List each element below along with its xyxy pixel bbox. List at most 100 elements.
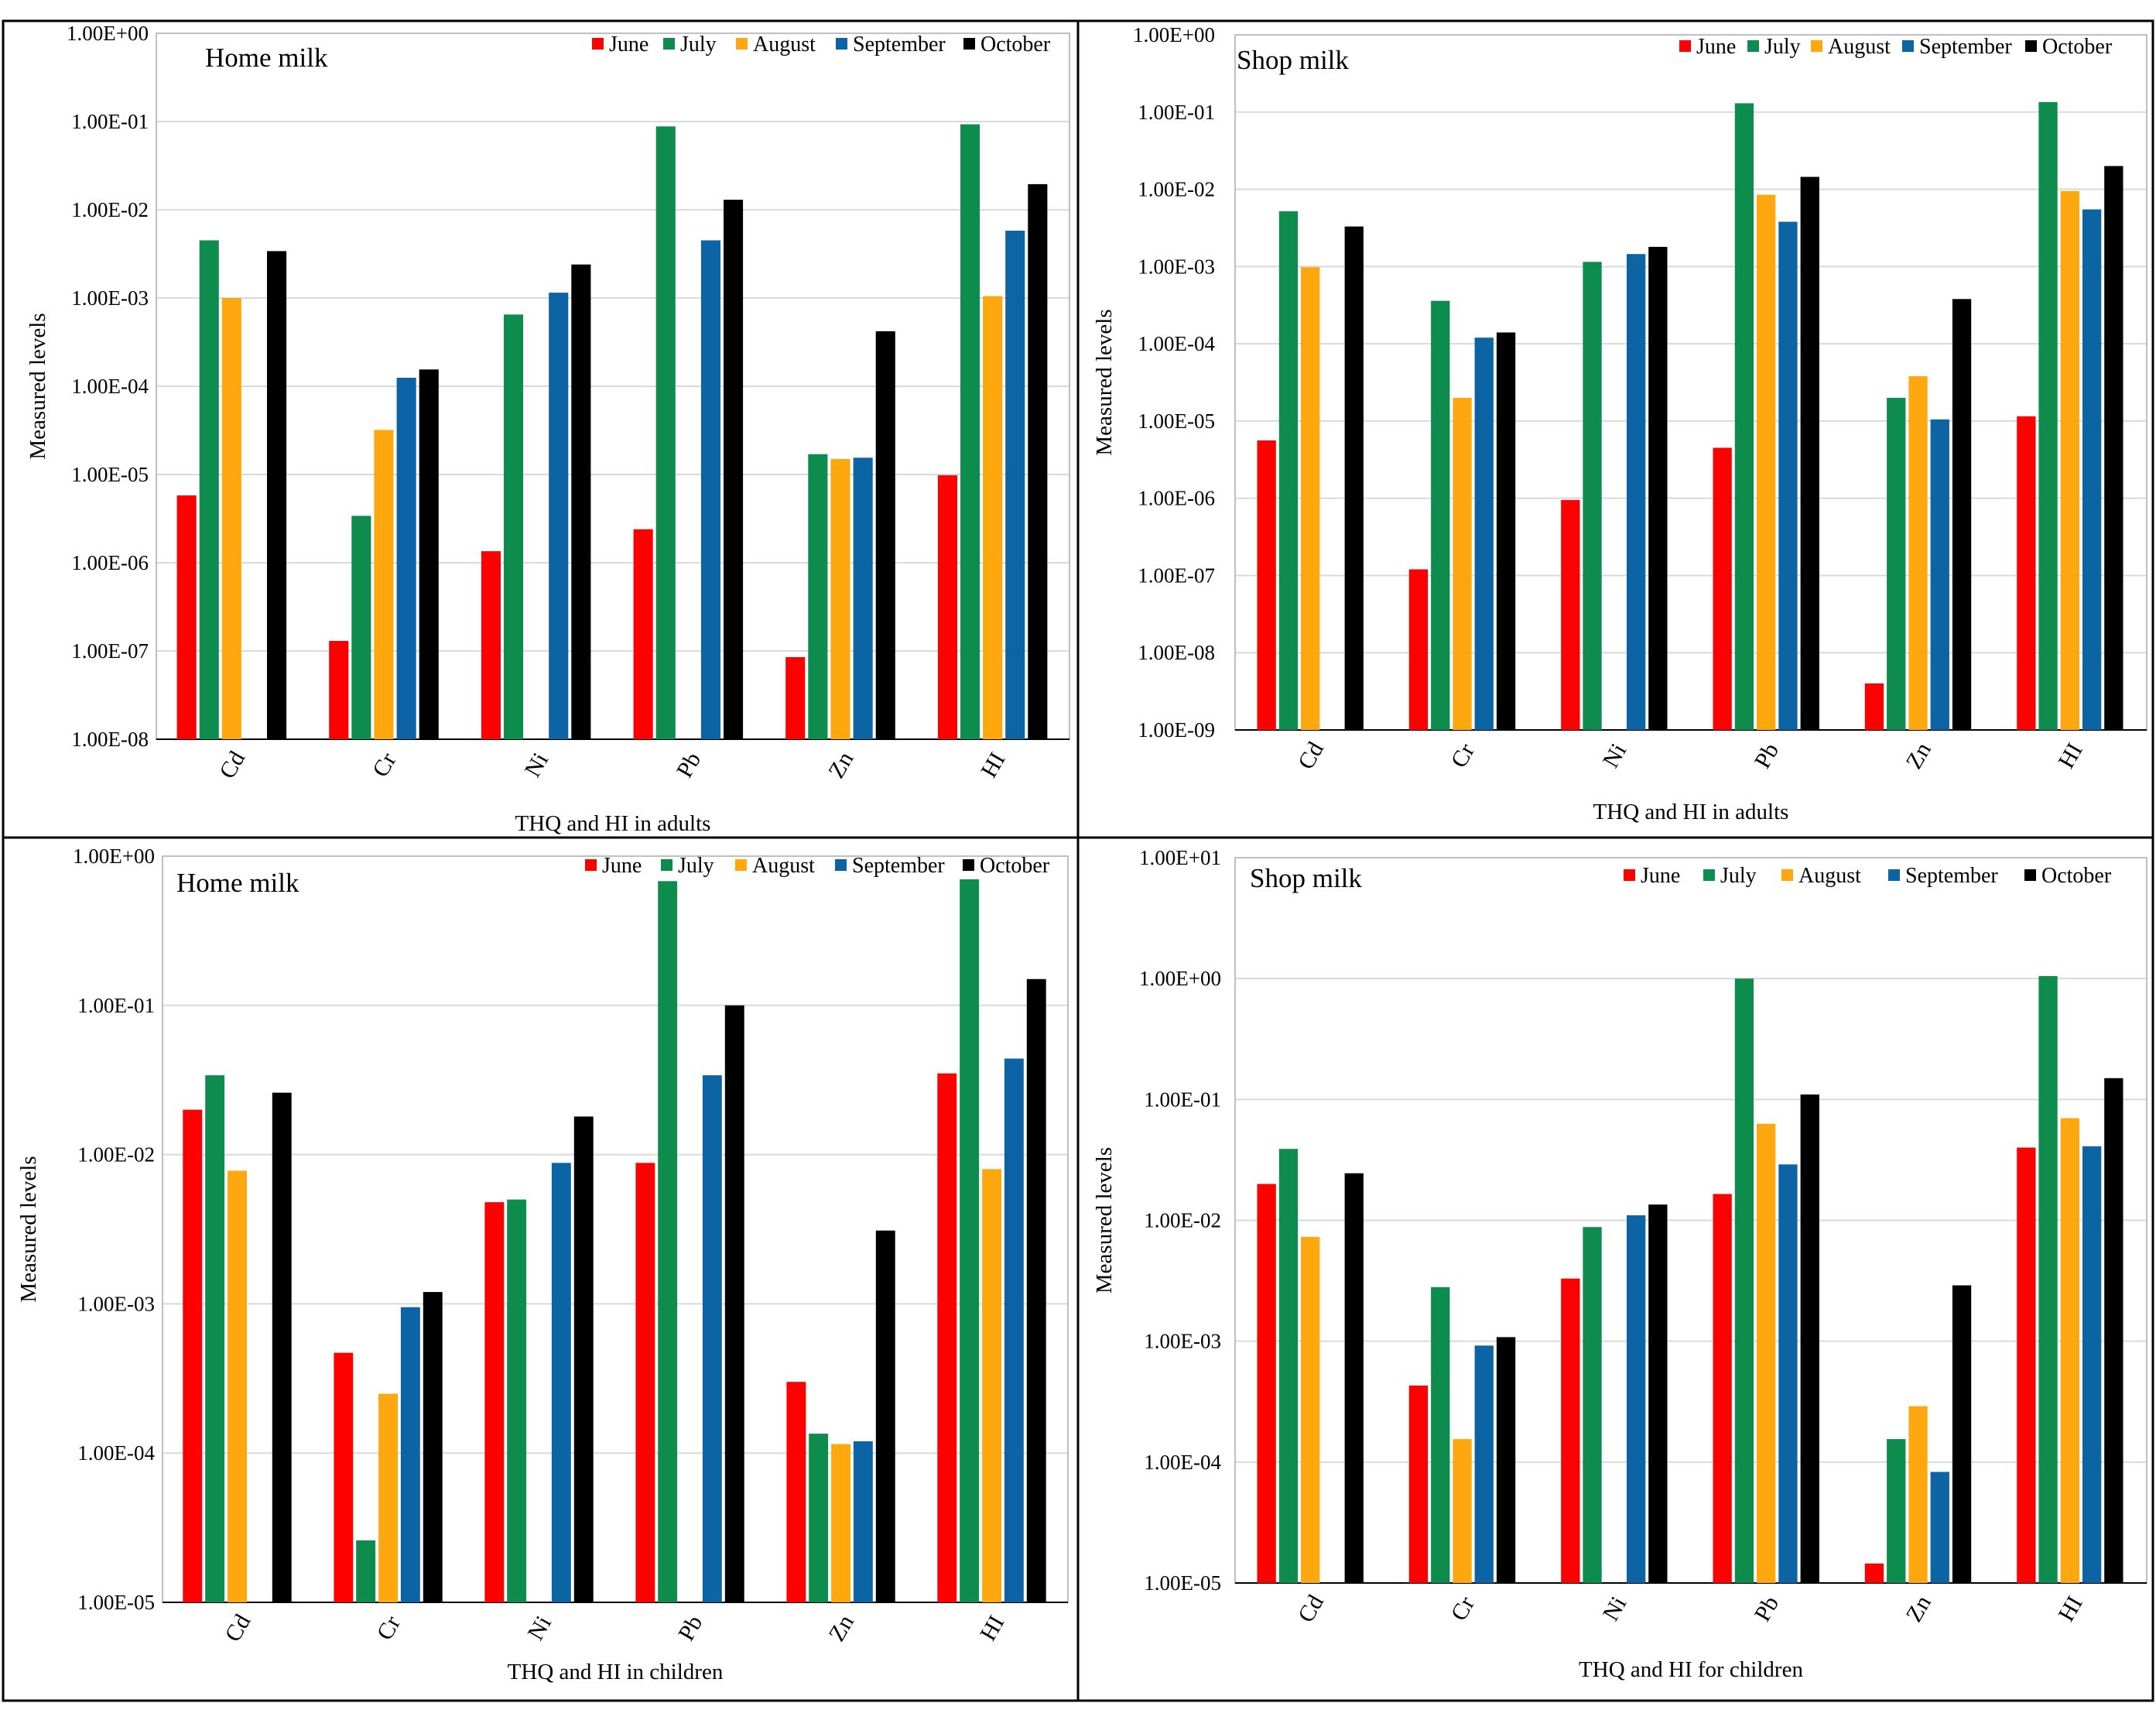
bar-september-pb [702,1075,722,1602]
bar-july-ni [1583,1227,1602,1583]
x-tick-label: Cd [1293,1591,1329,1627]
legend: June July August September October [592,33,1051,57]
x-tick-label: Cr [371,1612,406,1644]
chart-panel-2: 1.00E-09 1.00E-08 1.00E-07 1.00E-06 1.00E-05… [1092,23,2147,824]
bar-june-ni [484,1202,505,1602]
x-axis-label: THQ and HI in adults [515,811,711,836]
bar-october-cr [419,369,439,739]
bar-august-zn [830,458,850,739]
legend-label: September [853,33,946,57]
x-tick-label: Ni [1598,739,1632,772]
y-tick-label: 1.00E+00 [1139,967,1221,990]
bar-july-hi [960,124,980,740]
bar-october-ni [1648,246,1668,730]
legend-label: September [852,854,945,878]
legend-label: August [752,854,815,878]
bar-august-pb [1757,194,1776,731]
legend-swatch-july [663,38,675,50]
x-axis-label: THQ and HI in children [508,1660,724,1684]
y-tick-label: 1.00E-08 [71,728,149,751]
bar-june-cr [1408,1385,1429,1583]
legend-label: September [1919,35,2012,59]
bar-october-zn [875,1230,895,1602]
bar-june-pb [1713,1194,1732,1583]
y-tick-label: 1.00E-01 [71,110,149,133]
x-tick-label: HI [975,1611,1009,1645]
x-tick-label: Ni [1598,1592,1632,1625]
y-tick-label: 1.00E+00 [1133,23,1215,46]
legend-label: July [680,33,717,57]
legend-swatch-august [1781,869,1793,881]
bar-june-cr [1408,569,1429,730]
x-tick-label: Pb [672,748,706,782]
chart-title: Home milk [176,868,299,898]
x-tick-label: Ni [522,1612,556,1644]
bar-july-pb [1734,103,1754,730]
bar-june-zn [785,657,806,739]
x-tick-label: Pb [1750,738,1784,773]
x-tick-label: Cr [1446,739,1480,772]
bar-june-cr [334,1352,354,1602]
bar-august-hi [982,1169,1001,1602]
x-tick-label: Pb [1750,1592,1784,1626]
bar-september-cr [400,1307,420,1602]
y-tick-label: 1.00E-02 [71,198,149,221]
bar-august-cd [1301,267,1320,730]
bar-october-ni [1648,1204,1668,1583]
legend-swatch-june [1679,40,1691,52]
bar-june-pb [633,529,653,739]
legend-label: August [1828,35,1891,59]
bar-september-hi [2082,209,2102,730]
legend-swatch-october [2024,869,2036,881]
x-tick-label: Cd [220,1610,255,1646]
bar-august-hi [2060,1118,2079,1583]
bar-july-zn [808,454,828,739]
bar-october-ni [573,1116,594,1602]
x-tick-label: Zn [1901,1592,1936,1626]
bar-october-zn [1952,299,1972,730]
bar-june-zn [1864,1563,1884,1583]
legend-label: June [1696,35,1736,59]
y-axis-label: Measured levels [1092,309,1117,455]
bar-october-hi [2104,166,2123,730]
bar-october-hi [1026,978,1046,1602]
legend-label: October [980,854,1050,878]
bar-september-hi [1005,231,1025,739]
bar-june-cd [176,495,197,739]
bar-october-cd [267,251,287,739]
y-tick-label: 1.00E-03 [77,1292,155,1315]
legend: June July August September October [1679,35,2113,59]
legend-swatch-october [2025,40,2037,52]
bar-october-pb [724,1005,744,1602]
y-tick-label: 1.00E-04 [71,375,149,398]
bar-july-pb [658,881,678,1602]
y-tick-label: 1.00E-05 [77,1591,155,1614]
bar-october-cd [1344,1173,1364,1583]
bar-june-cd [1257,1184,1276,1583]
bar-june-ni [1561,499,1580,730]
legend-swatch-august [735,859,747,871]
y-tick-label: 1.00E-04 [77,1441,155,1465]
bar-august-cd [228,1170,247,1602]
bar-october-cd [1344,226,1364,731]
bar-june-pb [1713,447,1732,730]
y-tick-label: 1.00E-08 [1138,641,1215,664]
bar-october-zn [875,331,895,739]
y-tick-label: 1.00E-03 [1144,1330,1221,1353]
bar-july-hi [2038,975,2058,1583]
bar-september-ni [1627,1215,1646,1583]
legend-label: August [1798,864,1861,888]
legend-swatch-july [1747,40,1759,52]
y-tick-label: 1.00E-02 [1138,178,1215,201]
y-tick-label: 1.00E-03 [1138,255,1215,278]
bar-october-cd [272,1092,292,1602]
bar-august-cr [374,430,394,739]
y-axis-label: Measured levels [16,1156,41,1302]
bar-july-cd [1278,1149,1299,1583]
legend-label: July [1720,864,1757,888]
y-tick-label: 1.00E-04 [1144,1451,1221,1474]
bar-september-pb [1778,221,1798,730]
bar-july-zn [1887,1439,1906,1583]
x-tick-label: Zn [823,748,858,783]
legend-label: October [2041,864,2112,888]
